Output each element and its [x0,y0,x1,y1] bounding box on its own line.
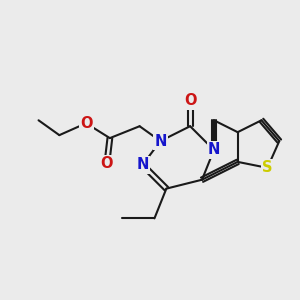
Text: S: S [262,160,273,175]
Text: N: N [154,134,167,148]
Text: O: O [101,156,113,171]
Text: N: N [208,142,220,158]
Text: O: O [184,94,197,109]
Text: O: O [80,116,92,131]
Text: N: N [136,158,149,172]
